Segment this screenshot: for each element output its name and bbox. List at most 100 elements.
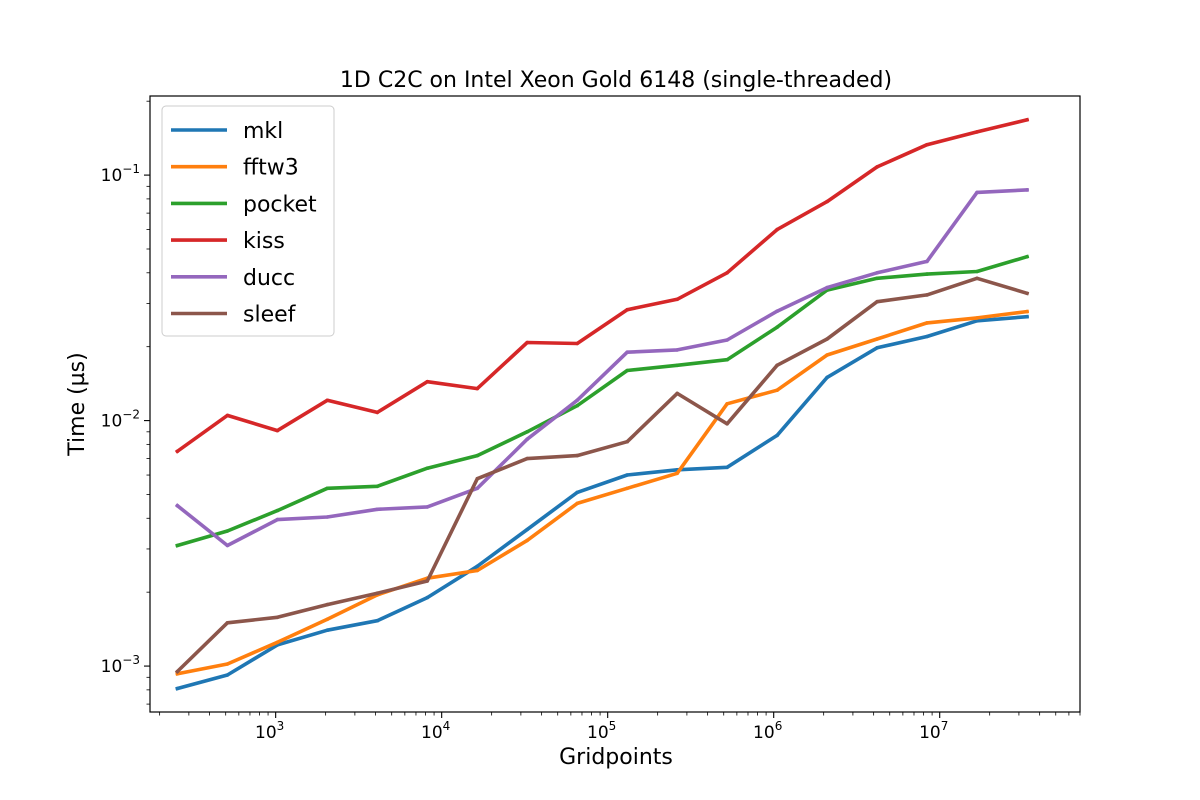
legend-item-mkl: mkl [171,119,283,144]
x-tick-label: 104 [421,719,450,743]
data-point-fftw3 [275,640,280,645]
data-point-ducc [575,398,579,403]
data-point-sleef [1025,291,1029,296]
data-point-sleef [975,276,979,281]
series-line-sleef [174,276,1030,675]
data-point-ducc [625,350,629,355]
data-point-sleef [475,476,480,481]
data-point-sleef [625,439,629,444]
data-point-kiss [475,386,480,391]
data-point-fftw3 [875,337,879,341]
data-point-kiss [175,449,180,454]
data-point-mkl [225,673,230,677]
x-tick-exponent: 4 [443,719,451,733]
data-point-fftw3 [725,402,729,406]
data-point-kiss [975,130,979,134]
data-point-ducc [275,517,280,522]
data-point-mkl [575,490,579,495]
data-point-mkl [625,473,629,477]
data-point-fftw3 [225,662,230,666]
data-point-pocket [375,484,380,489]
data-point-sleef [675,391,679,396]
y-tick-base: 10 [101,166,123,186]
legend-label-mkl: mkl [243,119,283,144]
data-point-pocket [475,453,480,458]
series-lines [174,117,1030,691]
data-point-sleef [375,591,380,595]
y-axis-ticks: 10−310−210−1 [101,100,150,705]
legend-item-pocket: pocket [171,192,317,217]
data-point-fftw3 [925,321,929,325]
data-point-sleef [875,299,879,304]
data-point-pocket [775,325,779,330]
legend-item-fftw3: fftw3 [171,156,299,181]
legend-item-ducc: ducc [171,266,295,291]
data-point-ducc [375,507,380,512]
y-tick-label: 10−1 [101,162,140,186]
data-point-ducc [325,515,330,519]
legend-label-ducc: ducc [243,266,295,291]
legend-item-sleef: sleef [171,303,297,328]
data-point-pocket [925,272,929,276]
data-point-ducc [675,348,679,352]
data-point-fftw3 [825,353,829,357]
data-point-mkl [325,628,330,632]
series-line-pocket [175,254,1030,548]
data-point-kiss [575,341,579,346]
data-point-kiss [375,410,380,415]
data-point-sleef [525,456,529,461]
data-point-fftw3 [325,617,330,622]
data-point-fftw3 [1025,309,1029,314]
series-points-ducc [175,188,1029,548]
data-point-ducc [825,285,829,290]
x-tick-base: 10 [421,723,443,743]
legend-label-kiss: kiss [243,229,285,254]
data-point-fftw3 [475,568,480,573]
x-axis-ticks: 103 104 105 106 107 [159,712,1081,743]
series-line-fftw3 [175,309,1030,676]
y-tick-exponent: −3 [122,653,140,667]
data-point-sleef [225,621,230,625]
data-point-kiss [875,165,879,169]
data-point-pocket [1025,254,1029,259]
data-point-sleef [925,293,929,297]
x-tick-exponent: 6 [775,719,783,733]
legend-label-sleef: sleef [243,303,297,328]
data-point-sleef [325,602,330,607]
series-line-kiss [174,117,1030,454]
data-point-ducc [475,486,480,491]
y-tick-base: 10 [101,412,123,432]
data-point-mkl [875,346,879,350]
data-point-pocket [175,543,180,548]
x-tick-base: 10 [255,723,277,743]
data-point-kiss [1025,118,1029,122]
y-tick-base: 10 [101,657,123,677]
data-point-pocket [325,486,330,491]
legend-label-pocket: pocket [243,192,317,217]
y-axis-label: Time (µs) [65,352,90,456]
y-tick-exponent: −2 [122,408,140,422]
chart-title: 1D C2C on Intel Xeon Gold 6148 (single-t… [340,68,892,93]
data-point-mkl [525,527,529,532]
x-tick-base: 10 [919,723,941,743]
data-point-pocket [975,269,979,274]
data-point-fftw3 [675,471,679,476]
x-axis-label: Gridpoints [559,745,673,770]
data-point-kiss [625,307,629,312]
data-point-kiss [925,142,929,147]
data-point-kiss [275,428,280,433]
data-point-fftw3 [525,538,529,543]
data-point-ducc [925,259,929,264]
data-point-pocket [275,508,280,513]
legend-item-kiss: kiss [171,229,285,254]
data-point-fftw3 [625,486,629,491]
data-point-pocket [725,357,729,362]
y-tick-label: 10−2 [101,408,140,432]
series-points-pocket [175,254,1029,548]
data-point-ducc [525,437,529,442]
data-point-sleef [175,669,180,674]
data-point-sleef [575,453,579,458]
data-point-sleef [825,337,829,341]
data-point-ducc [225,543,230,548]
data-point-sleef [425,579,430,583]
